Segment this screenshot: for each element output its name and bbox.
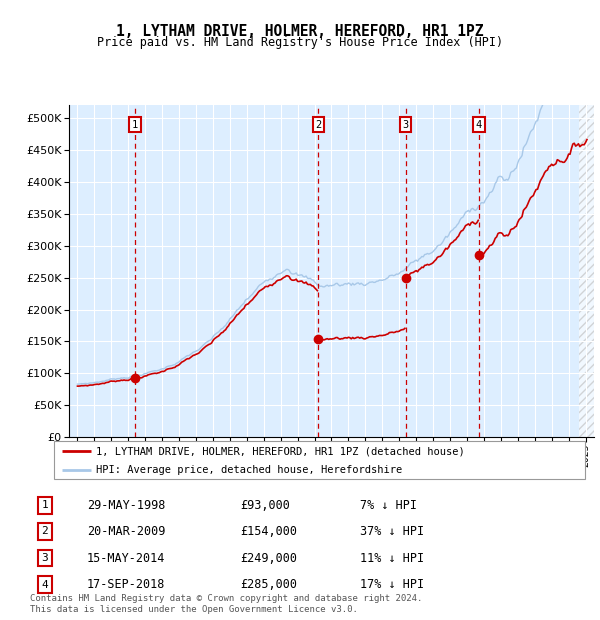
FancyBboxPatch shape: [54, 441, 585, 479]
Text: £93,000: £93,000: [240, 499, 290, 511]
Text: 1: 1: [41, 500, 49, 510]
Text: 1, LYTHAM DRIVE, HOLMER, HEREFORD, HR1 1PZ: 1, LYTHAM DRIVE, HOLMER, HEREFORD, HR1 1…: [116, 24, 484, 38]
Text: £154,000: £154,000: [240, 525, 297, 538]
Text: 4: 4: [476, 120, 482, 130]
Text: 17-SEP-2018: 17-SEP-2018: [87, 578, 166, 591]
Text: £285,000: £285,000: [240, 578, 297, 591]
Text: 20-MAR-2009: 20-MAR-2009: [87, 525, 166, 538]
Text: £249,000: £249,000: [240, 552, 297, 564]
Text: 4: 4: [41, 580, 49, 590]
Text: Price paid vs. HM Land Registry's House Price Index (HPI): Price paid vs. HM Land Registry's House …: [97, 36, 503, 49]
Text: 2: 2: [41, 526, 49, 536]
Text: 1, LYTHAM DRIVE, HOLMER, HEREFORD, HR1 1PZ (detached house): 1, LYTHAM DRIVE, HOLMER, HEREFORD, HR1 1…: [97, 446, 465, 456]
Text: 7% ↓ HPI: 7% ↓ HPI: [360, 499, 417, 511]
Text: 15-MAY-2014: 15-MAY-2014: [87, 552, 166, 564]
Text: 1: 1: [132, 120, 139, 130]
Text: Contains HM Land Registry data © Crown copyright and database right 2024.
This d: Contains HM Land Registry data © Crown c…: [30, 595, 422, 614]
Text: 37% ↓ HPI: 37% ↓ HPI: [360, 525, 424, 538]
Text: 11% ↓ HPI: 11% ↓ HPI: [360, 552, 424, 564]
Text: 17% ↓ HPI: 17% ↓ HPI: [360, 578, 424, 591]
Text: 29-MAY-1998: 29-MAY-1998: [87, 499, 166, 511]
Text: 3: 3: [403, 120, 409, 130]
Text: 2: 2: [315, 120, 322, 130]
Text: HPI: Average price, detached house, Herefordshire: HPI: Average price, detached house, Here…: [97, 465, 403, 475]
Text: 3: 3: [41, 553, 49, 563]
